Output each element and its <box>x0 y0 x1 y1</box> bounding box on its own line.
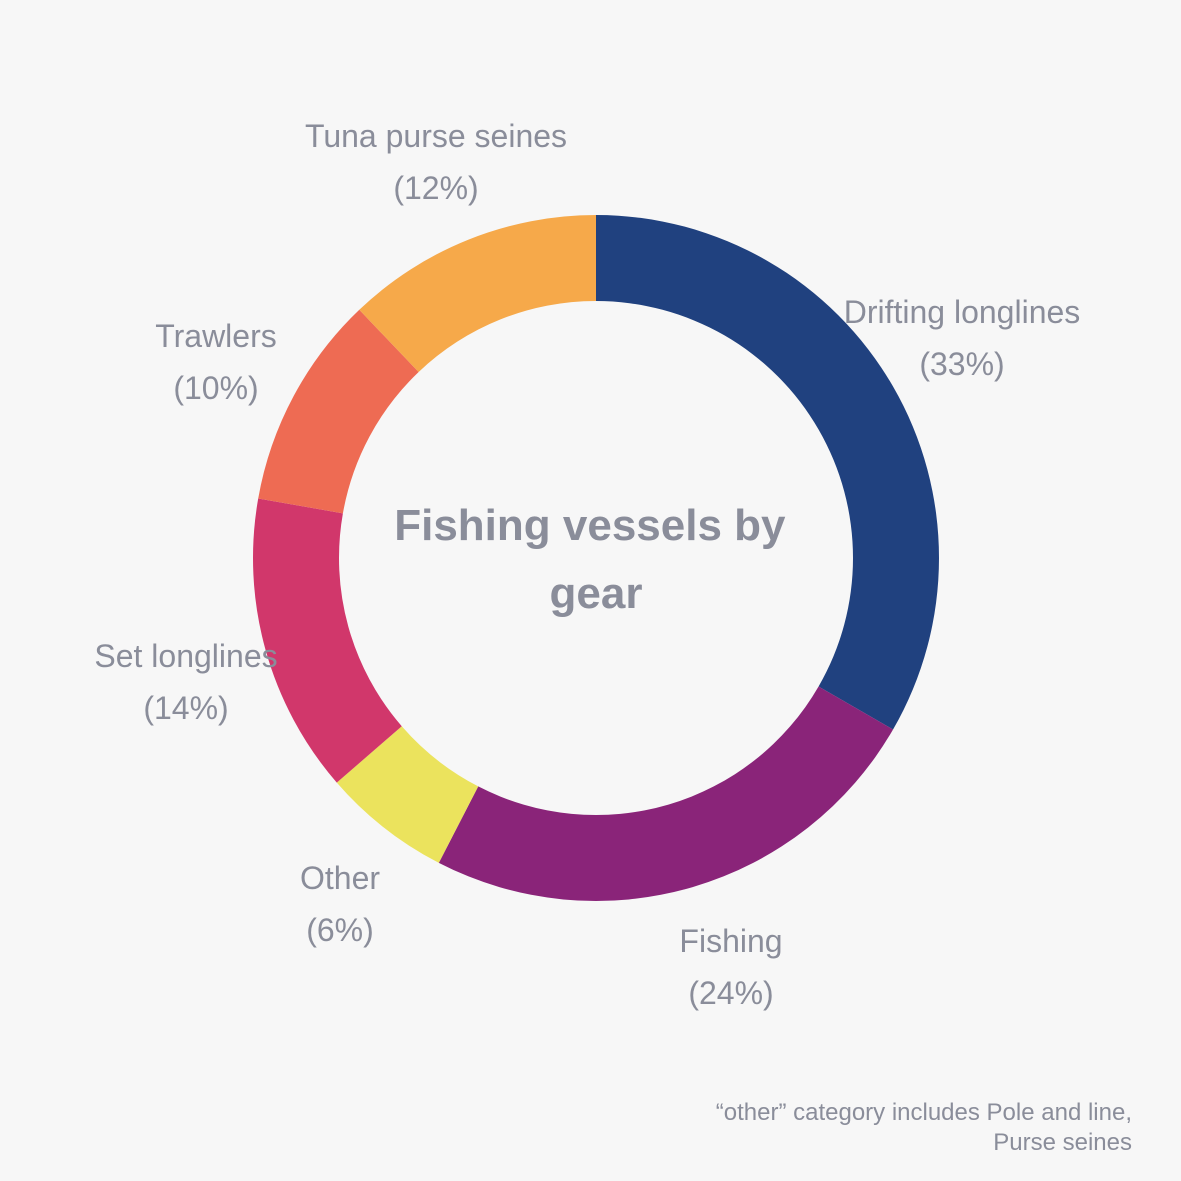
slice-tuna-purse-seines <box>359 215 596 373</box>
label-drifting-longlines: Drifting longlines (33%) <box>844 294 1081 382</box>
label-pct-set-longlines: (14%) <box>143 690 228 726</box>
donut-slices <box>253 215 939 902</box>
chart-title: Fishing vessels by gear <box>394 501 798 618</box>
label-pct-other: (6%) <box>306 912 374 948</box>
label-pct-tuna-purse-seines: (12%) <box>393 170 478 206</box>
label-name-other: Other <box>300 860 380 896</box>
label-set-longlines: Set longlines (14%) <box>94 638 277 726</box>
slice-drifting-longlines <box>596 215 939 730</box>
slice-other <box>336 726 479 863</box>
slice-labels: Drifting longlines (33%) Fishing (24%) Other… <box>94 118 1080 1011</box>
slice-set-longlines <box>253 498 402 783</box>
label-name-drifting-longlines: Drifting longlines <box>844 294 1081 330</box>
label-other: Other (6%) <box>300 860 380 948</box>
label-name-fishing: Fishing <box>679 923 782 959</box>
label-trawlers: Trawlers (10%) <box>155 318 276 406</box>
footnote: “other” category includes Pole and line,… <box>715 1099 1132 1156</box>
label-name-trawlers: Trawlers <box>155 318 276 354</box>
label-name-set-longlines: Set longlines <box>94 638 277 674</box>
label-pct-fishing: (24%) <box>688 975 773 1011</box>
label-pct-trawlers: (10%) <box>173 370 258 406</box>
label-tuna-purse-seines: Tuna purse seines (12%) <box>305 118 567 206</box>
chart-title-line-2: gear <box>550 569 643 618</box>
label-fishing: Fishing (24%) <box>679 923 782 1011</box>
chart-title-line-1: Fishing vessels by <box>394 501 786 550</box>
slice-fishing <box>438 686 894 902</box>
label-pct-drifting-longlines: (33%) <box>919 346 1004 382</box>
slice-trawlers <box>258 309 419 514</box>
label-name-tuna-purse-seines: Tuna purse seines <box>305 118 567 154</box>
